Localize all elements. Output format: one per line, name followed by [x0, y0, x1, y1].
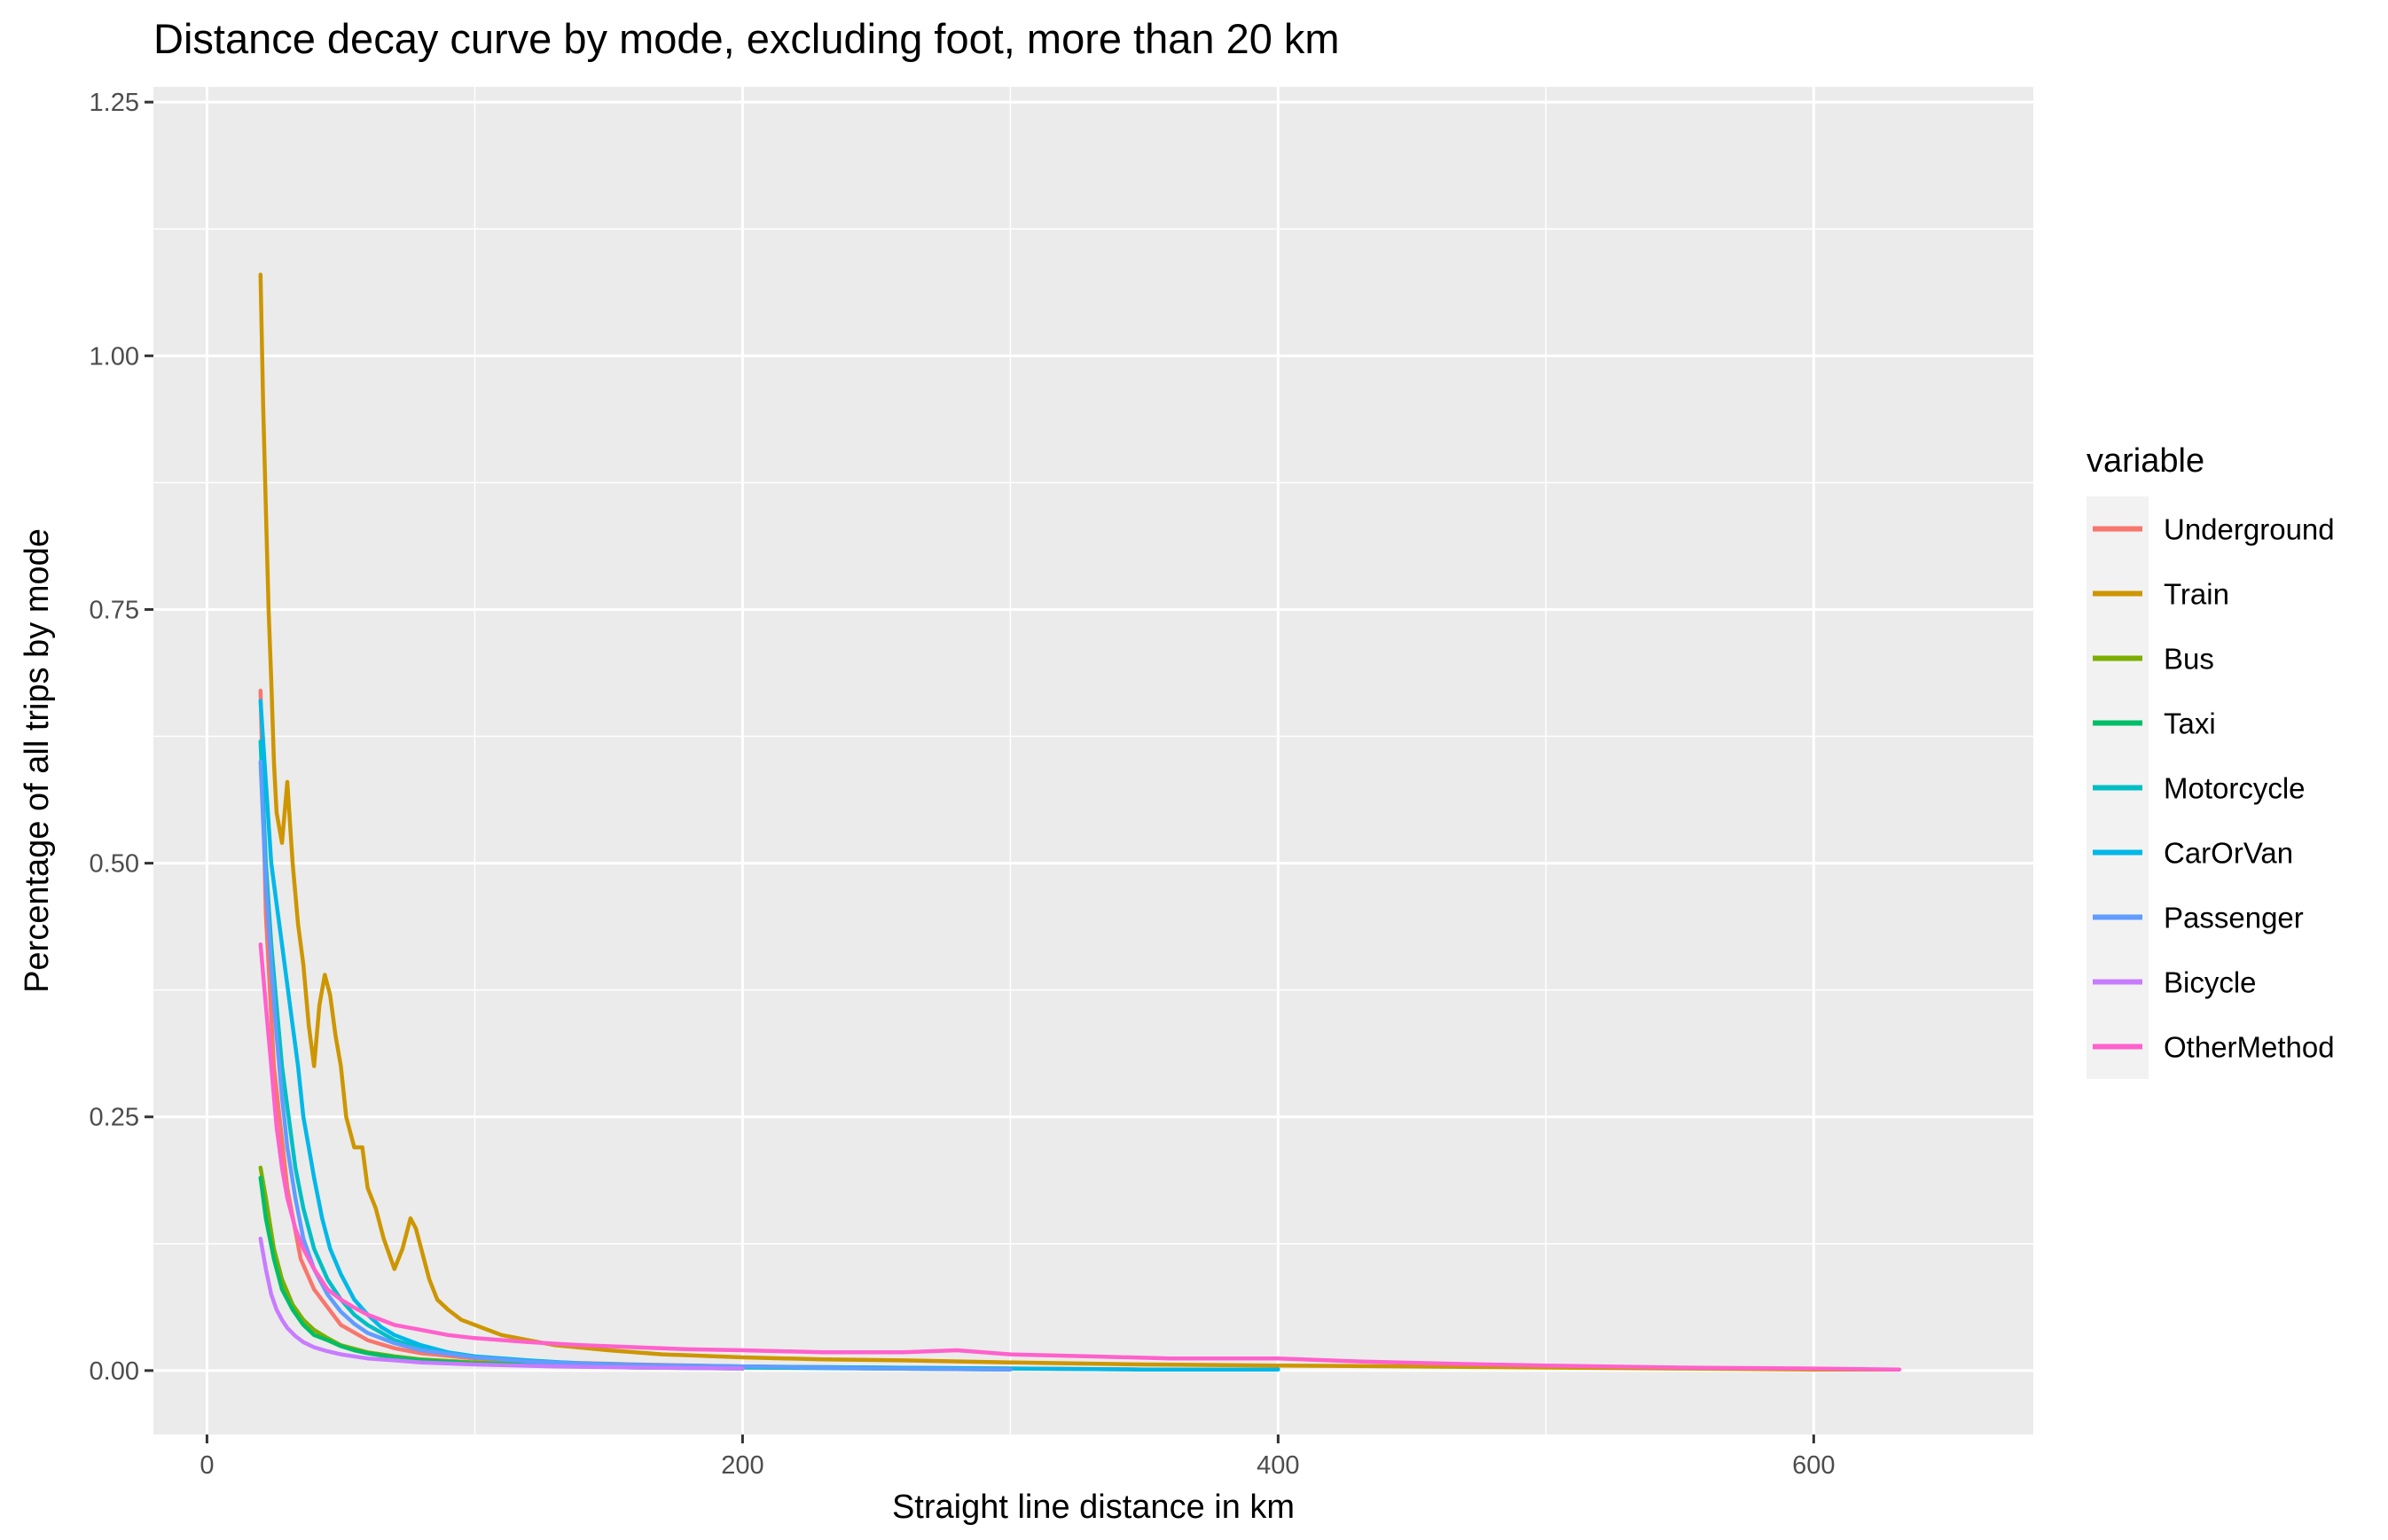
- legend-item-passenger: Passenger: [2087, 885, 2304, 950]
- legend-label: Taxi: [2164, 707, 2216, 740]
- legend-label: Train: [2164, 578, 2229, 611]
- y-tick-label: 0.25: [90, 1104, 139, 1132]
- legend-label: Passenger: [2164, 902, 2304, 934]
- legend-item-motorcycle: Motorcycle: [2087, 755, 2306, 820]
- legend-item-bicycle: Bicycle: [2087, 950, 2257, 1014]
- legend-label: Bicycle: [2164, 966, 2257, 999]
- series-line-passenger: [258, 759, 1013, 1372]
- x-tick-label: 200: [721, 1451, 763, 1480]
- legend-item-othermethod: OtherMethod: [2087, 1014, 2335, 1079]
- legend-item-carorvan: CarOrVan: [2087, 820, 2293, 885]
- grid-minor: [153, 87, 2033, 1434]
- series-layer: [258, 272, 1902, 1372]
- series-line-train: [258, 272, 1897, 1372]
- y-tick-label: 0.75: [90, 596, 139, 624]
- x-tick-label: 600: [1792, 1451, 1835, 1480]
- y-tick-labels: 0.00 0.25 0.50 0.75 1.00 1.25: [90, 89, 139, 1386]
- legend-items: Underground Train Bus Taxi Motorcycle CarOrVa…: [2087, 496, 2335, 1079]
- y-tick-label: 0.00: [90, 1357, 139, 1386]
- x-tick-labels: 0 200 400 600: [200, 1451, 1835, 1480]
- legend-item-underground: Underground: [2087, 496, 2335, 561]
- legend-title: variable: [2087, 442, 2204, 480]
- x-axis-title: Straight line distance in km: [892, 1489, 1295, 1526]
- legend-item-bus: Bus: [2087, 626, 2214, 691]
- plot-panel: [153, 87, 2033, 1434]
- y-tick-label: 1.25: [90, 89, 139, 117]
- series-line-othermethod: [258, 942, 1902, 1372]
- series-line-bicycle: [258, 1236, 745, 1371]
- legend-item-taxi: Taxi: [2087, 691, 2216, 755]
- legend-label: Motorcycle: [2164, 772, 2306, 805]
- axis-ticks: [145, 100, 1815, 1443]
- y-axis-title: Percentage of all trips by mode: [19, 528, 56, 993]
- legend-label: OtherMethod: [2164, 1031, 2335, 1064]
- x-tick-label: 400: [1257, 1451, 1299, 1480]
- legend-label: Bus: [2164, 643, 2214, 676]
- legend-item-train: Train: [2087, 561, 2229, 626]
- y-tick-label: 1.00: [90, 342, 139, 371]
- legend-label: CarOrVan: [2164, 837, 2293, 870]
- chart-title: Distance decay curve by mode, excluding …: [153, 15, 1340, 62]
- y-tick-label: 0.50: [90, 850, 139, 879]
- x-tick-label: 0: [200, 1451, 214, 1480]
- legend: variable Underground Train Bus Taxi Motorcyc…: [2087, 442, 2335, 1079]
- legend-label: Underground: [2164, 513, 2335, 546]
